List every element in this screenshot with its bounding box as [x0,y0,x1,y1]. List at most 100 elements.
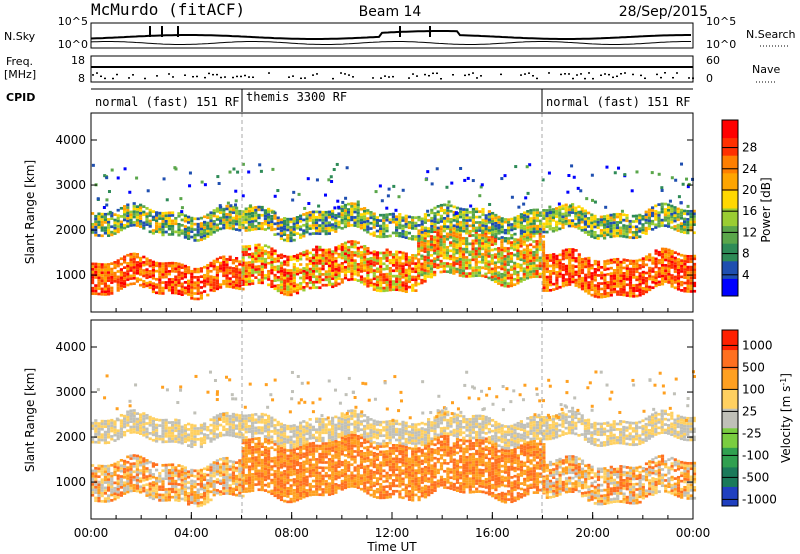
velocity-cell [238,459,242,462]
power-cell [692,273,697,277]
power-cell [391,274,396,278]
power-cell [609,216,613,220]
velocity-cell [267,482,271,486]
power-cell [525,244,530,248]
power-cell [91,292,95,295]
power-cell [584,284,588,288]
power-cell [497,231,501,235]
velocity-cell [199,485,203,488]
power-cell [455,225,459,229]
power-cell [660,186,664,190]
power-cell [279,256,284,259]
power-cell [606,219,610,223]
power-cell [155,269,159,273]
power-cell [244,221,248,224]
power-cell [295,253,300,257]
power-cell [260,251,264,255]
power-cell [244,218,248,222]
power-cell [215,265,219,269]
velocity-cell [302,468,306,472]
velocity-cell [123,459,127,463]
power-cell [509,281,514,285]
power-cell [206,269,210,273]
power-cell [193,281,197,285]
power-cell [580,228,584,232]
velocity-cell [158,477,162,481]
power-cell [497,249,501,253]
power-cell [542,264,546,268]
nave-dot [480,75,482,77]
velocity-cell [199,479,203,483]
power-cell [516,217,520,221]
power-cell [315,269,319,273]
power-cell [616,271,620,275]
power-cell [471,234,475,237]
power-cell [350,261,354,265]
power-cell [497,252,501,256]
power-cell [334,276,338,279]
power-cell [350,264,354,268]
power-cell [276,224,280,228]
power-cell [452,210,456,214]
power-cell [561,268,565,272]
power-cell [638,266,642,270]
power-cell [503,279,507,282]
power-cell [331,269,335,272]
power-cell [436,250,440,253]
power-cell [343,257,348,261]
power-cell [94,233,98,237]
power-cell [151,231,155,235]
power-cell [103,215,107,219]
velocity-cell [308,488,312,491]
power-cell [686,257,690,261]
power-cell [625,232,629,236]
power-cell [395,269,399,273]
power-cell [171,288,175,292]
power-cell [241,215,245,219]
power-cell [391,269,396,273]
power-cell [692,212,696,216]
power-cell [359,218,363,222]
power-cell [484,261,488,265]
power-cell [689,254,693,258]
power-cell [660,221,664,225]
power-cell [683,270,687,274]
velocity-cell [190,498,194,502]
power-cell [529,222,533,226]
power-cell [199,230,203,233]
power-cell [558,264,562,267]
power-cell [558,211,562,214]
velocity-cell [206,487,210,490]
power-cell [574,265,578,268]
power-cell [452,253,456,256]
power-cell [123,279,127,283]
power-cell [689,284,693,288]
nave-dot [300,77,302,80]
velocity-cell [276,482,280,486]
power-cell [260,208,264,212]
power-cell [673,256,677,260]
power-cell [503,265,507,269]
power-cell [107,220,111,224]
power-cell [225,207,229,211]
power-cell [331,212,335,216]
power-cell [279,229,283,232]
power-cell [474,263,478,267]
power-cell [529,209,533,212]
velocity-cell [318,452,322,456]
power-cell [171,261,175,265]
velocity-cell [263,440,268,444]
power-cell [388,267,392,270]
power-cell [347,202,351,206]
power-cell [219,208,223,212]
velocity-cell [174,487,178,491]
velocity-cell [203,467,207,471]
nave-dot [104,77,106,80]
power-cell [162,177,166,181]
power-cell [455,214,459,218]
power-cell [529,270,533,274]
power-cell [590,293,594,297]
velocity-cell [279,463,284,466]
power-cell [491,233,495,237]
power-cell [260,254,264,258]
